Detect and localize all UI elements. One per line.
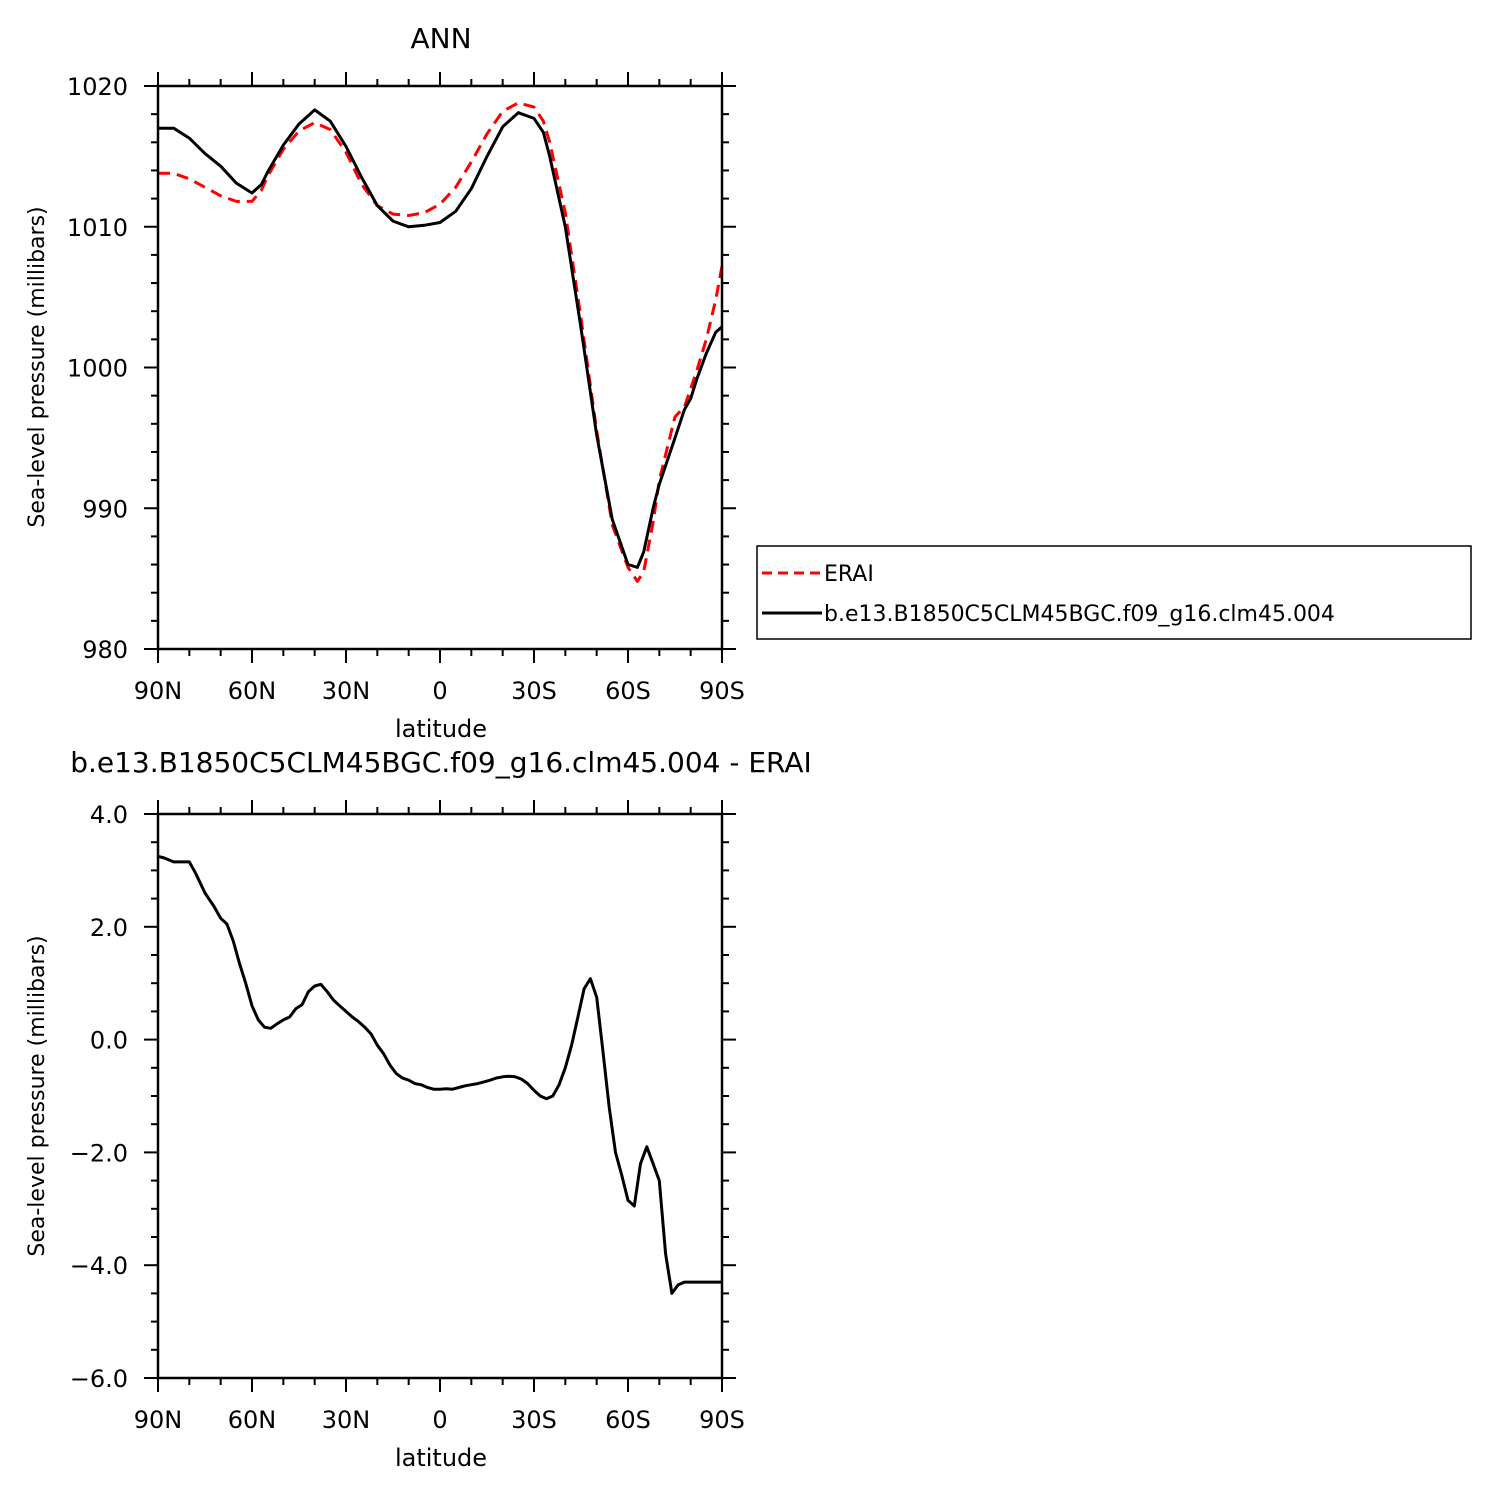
top-x-tick-label: 30N	[322, 677, 371, 705]
top-x-tick-label: 90N	[134, 677, 183, 705]
bottom-y-tick-label: −4.0	[70, 1252, 128, 1280]
top-axis-ticks	[144, 72, 736, 663]
top-y-tick-label: 1020	[67, 73, 128, 101]
bottom-y-tick-label: 0.0	[90, 1027, 128, 1055]
top-chart-title: ANN	[410, 22, 471, 55]
bottom-x-axis-label: latitude	[395, 1444, 487, 1472]
top-x-tick-label: 60S	[605, 677, 651, 705]
top-series-line-0	[158, 101, 724, 583]
top-y-tick-label: 1000	[67, 355, 128, 383]
bottom-x-tick-label: 60S	[605, 1406, 651, 1434]
bottom-axis-ticks	[144, 800, 736, 1392]
legend-label-model: b.e13.B1850C5CLM45BGC.f09_g16.clm45.004	[824, 602, 1335, 627]
bottom-y-tick-label: 4.0	[90, 801, 128, 829]
top-x-tick-label: 90S	[699, 677, 745, 705]
top-x-axis-label: latitude	[395, 715, 487, 743]
bottom-x-tick-label: 0	[432, 1406, 447, 1434]
top-y-tick-label: 990	[82, 495, 128, 523]
top-tick-labels: 90N 60N 30N 0 30S 60S 90S 980 990 1000 1010 1020	[67, 73, 745, 705]
top-chart-panel: ANN Sea-level pressure (millibars) latit…	[25, 22, 745, 743]
top-x-tick-label: 60N	[228, 677, 277, 705]
bottom-series-line-0	[157, 854, 722, 1295]
bottom-x-tick-label: 30N	[322, 1406, 371, 1434]
bottom-y-tick-label: −6.0	[70, 1365, 128, 1393]
bottom-x-tick-label: 90S	[699, 1406, 745, 1434]
bottom-y-tick-label: −2.0	[70, 1139, 128, 1167]
bottom-chart-panel: b.e13.B1850C5CLM45BGC.f09_g16.clm45.004 …	[25, 746, 812, 1472]
legend: ERAI b.e13.B1850C5CLM45BGC.f09_g16.clm45…	[756, 545, 1472, 640]
top-y-tick-label: 1010	[67, 214, 128, 242]
top-x-tick-label: 0	[432, 677, 447, 705]
top-series-lines	[158, 101, 724, 583]
bottom-y-tick-label: 2.0	[90, 914, 128, 942]
top-series-line-1	[158, 108, 723, 569]
top-plot-frame	[156, 84, 724, 651]
bottom-series-lines	[157, 854, 722, 1295]
top-y-axis-label: Sea-level pressure (millibars)	[25, 206, 50, 527]
legend-box	[756, 545, 1472, 640]
bottom-x-tick-label: 90N	[134, 1406, 183, 1434]
bottom-chart-title: b.e13.B1850C5CLM45BGC.f09_g16.clm45.004 …	[70, 746, 812, 779]
bottom-y-axis-label: Sea-level pressure (millibars)	[25, 935, 50, 1256]
bottom-x-tick-label: 30S	[511, 1406, 557, 1434]
legend-label-erai: ERAI	[824, 562, 874, 587]
bottom-x-tick-label: 60N	[228, 1406, 277, 1434]
bottom-tick-labels: 90N 60N 30N 0 30S 60S 90S −6.0 −4.0 −2.0 0.0 2.0 4.0	[70, 801, 745, 1434]
bottom-plot-frame	[156, 812, 724, 1380]
top-x-tick-label: 30S	[511, 677, 557, 705]
top-y-tick-label: 980	[82, 636, 128, 664]
